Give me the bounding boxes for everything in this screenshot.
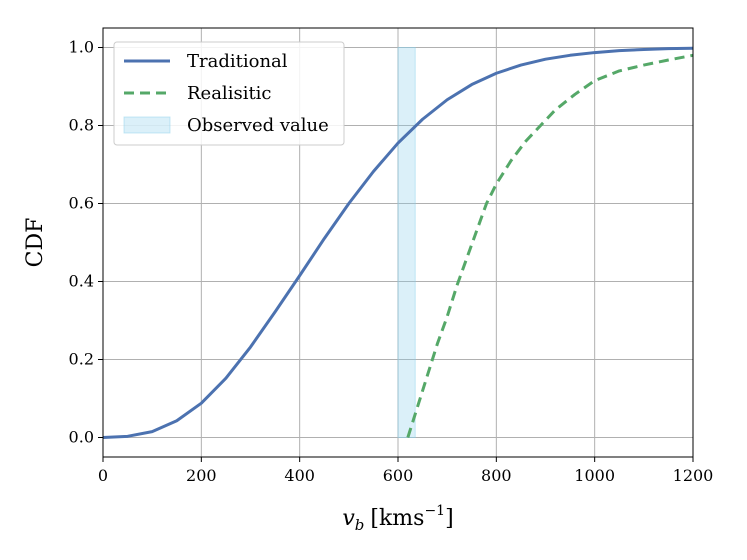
observed-band-layer	[397, 47, 416, 438]
y-tick-label: 0.2	[69, 350, 94, 369]
x-axis-label: vb [kms−1]	[342, 503, 453, 534]
legend-swatch-observed-value	[123, 116, 171, 134]
legend-label-realisitic: Realisitic	[187, 83, 272, 104]
legend-box	[113, 41, 345, 146]
y-tick-label: 1.0	[69, 38, 94, 57]
tick-layer: 0 200 400 600 800 1000 1200 0.0 0.2 0.4 0.6 0.8 1.0	[69, 38, 714, 486]
x-tick-label: 1000	[574, 466, 615, 485]
x-tick-label: 800	[481, 466, 512, 485]
x-tick-label: 600	[383, 466, 414, 485]
series-layer	[102, 46, 694, 439]
x-tick-label: 400	[284, 466, 315, 485]
x-tick-label: 1200	[673, 466, 714, 485]
legend: Traditional Realisitic Observed value	[113, 41, 345, 146]
x-tick-label: 200	[186, 466, 217, 485]
y-tick-label: 0.4	[69, 272, 94, 291]
x-axis-label-sup: −1	[424, 503, 445, 519]
x-tick-label: 0	[98, 466, 108, 485]
legend-label-observed-value: Observed value	[187, 115, 329, 136]
series-line-realisitic	[406, 53, 694, 438]
x-axis-label-var: v	[342, 506, 355, 531]
series-line-traditional	[102, 46, 694, 439]
y-tick-label: 0.8	[69, 116, 94, 135]
x-axis-label-unit-open: [kms	[370, 506, 424, 531]
y-tick-label: 0.0	[69, 428, 94, 447]
y-axis-label: CDF	[23, 218, 48, 268]
observed-value-band	[397, 47, 416, 438]
legend-label-traditional: Traditional	[187, 51, 288, 72]
x-axis-label-unit-close: ]	[445, 506, 454, 531]
y-tick-label: 0.6	[69, 194, 94, 213]
x-axis-label-sub: b	[355, 516, 365, 534]
